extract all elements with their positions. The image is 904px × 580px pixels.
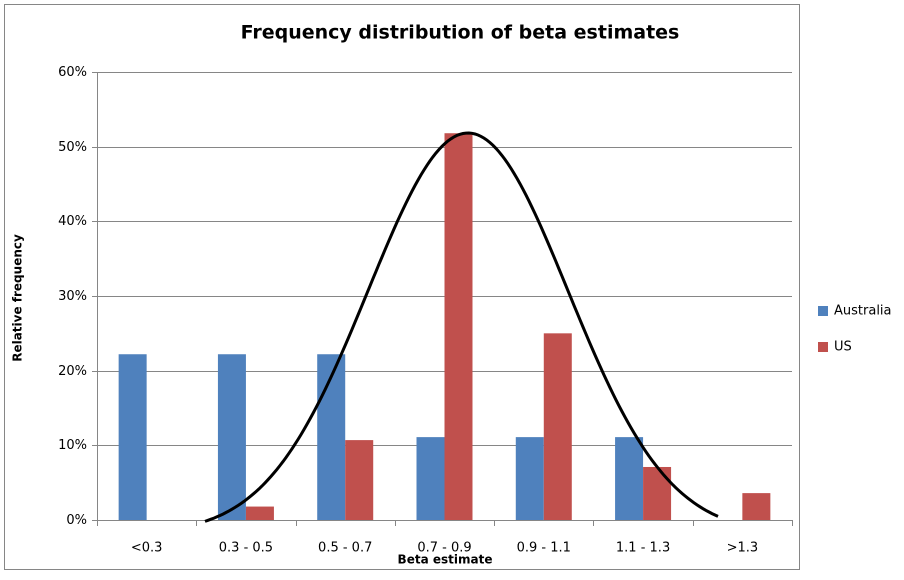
bar — [615, 437, 644, 520]
y-tick-label: 10% — [58, 438, 87, 453]
chart-title: Frequency distribution of beta estimates — [241, 22, 680, 44]
y-tick-label: 20% — [58, 364, 87, 379]
legend-label: Australia — [834, 304, 892, 319]
bar — [543, 333, 572, 520]
y-tick-label: 50% — [58, 140, 87, 155]
y-tick-label: 30% — [58, 289, 87, 304]
bar — [515, 437, 544, 520]
y-tick-label: 40% — [58, 214, 87, 229]
x-axis-label: Beta estimate — [398, 553, 493, 567]
y-tick-label: 60% — [58, 65, 87, 80]
curve-layer — [204, 131, 719, 523]
bar — [444, 133, 473, 520]
bar — [245, 506, 274, 520]
bar — [416, 437, 445, 520]
bar — [118, 354, 147, 520]
x-tick-label: 0.7 - 0.9 — [417, 541, 471, 556]
x-tick-label: 1.1 - 1.3 — [616, 541, 670, 556]
bar — [345, 440, 374, 520]
legend-label: US — [834, 340, 852, 355]
fitted-curve — [204, 131, 719, 523]
x-tick-label: >1.3 — [727, 541, 759, 556]
x-tick-label: 0.5 - 0.7 — [318, 541, 372, 556]
bar — [643, 466, 672, 520]
bar — [317, 354, 346, 520]
y-axis-label: Relative frequency — [11, 234, 25, 362]
legend-swatch — [818, 306, 828, 316]
y-tick-label: 0% — [66, 513, 87, 528]
x-tick-label: 0.9 - 1.1 — [517, 541, 571, 556]
x-tick-label: <0.3 — [131, 541, 163, 556]
bar — [742, 493, 771, 520]
x-tick-label: 0.3 - 0.5 — [219, 541, 273, 556]
bar — [217, 354, 246, 520]
legend-swatch — [818, 342, 828, 352]
